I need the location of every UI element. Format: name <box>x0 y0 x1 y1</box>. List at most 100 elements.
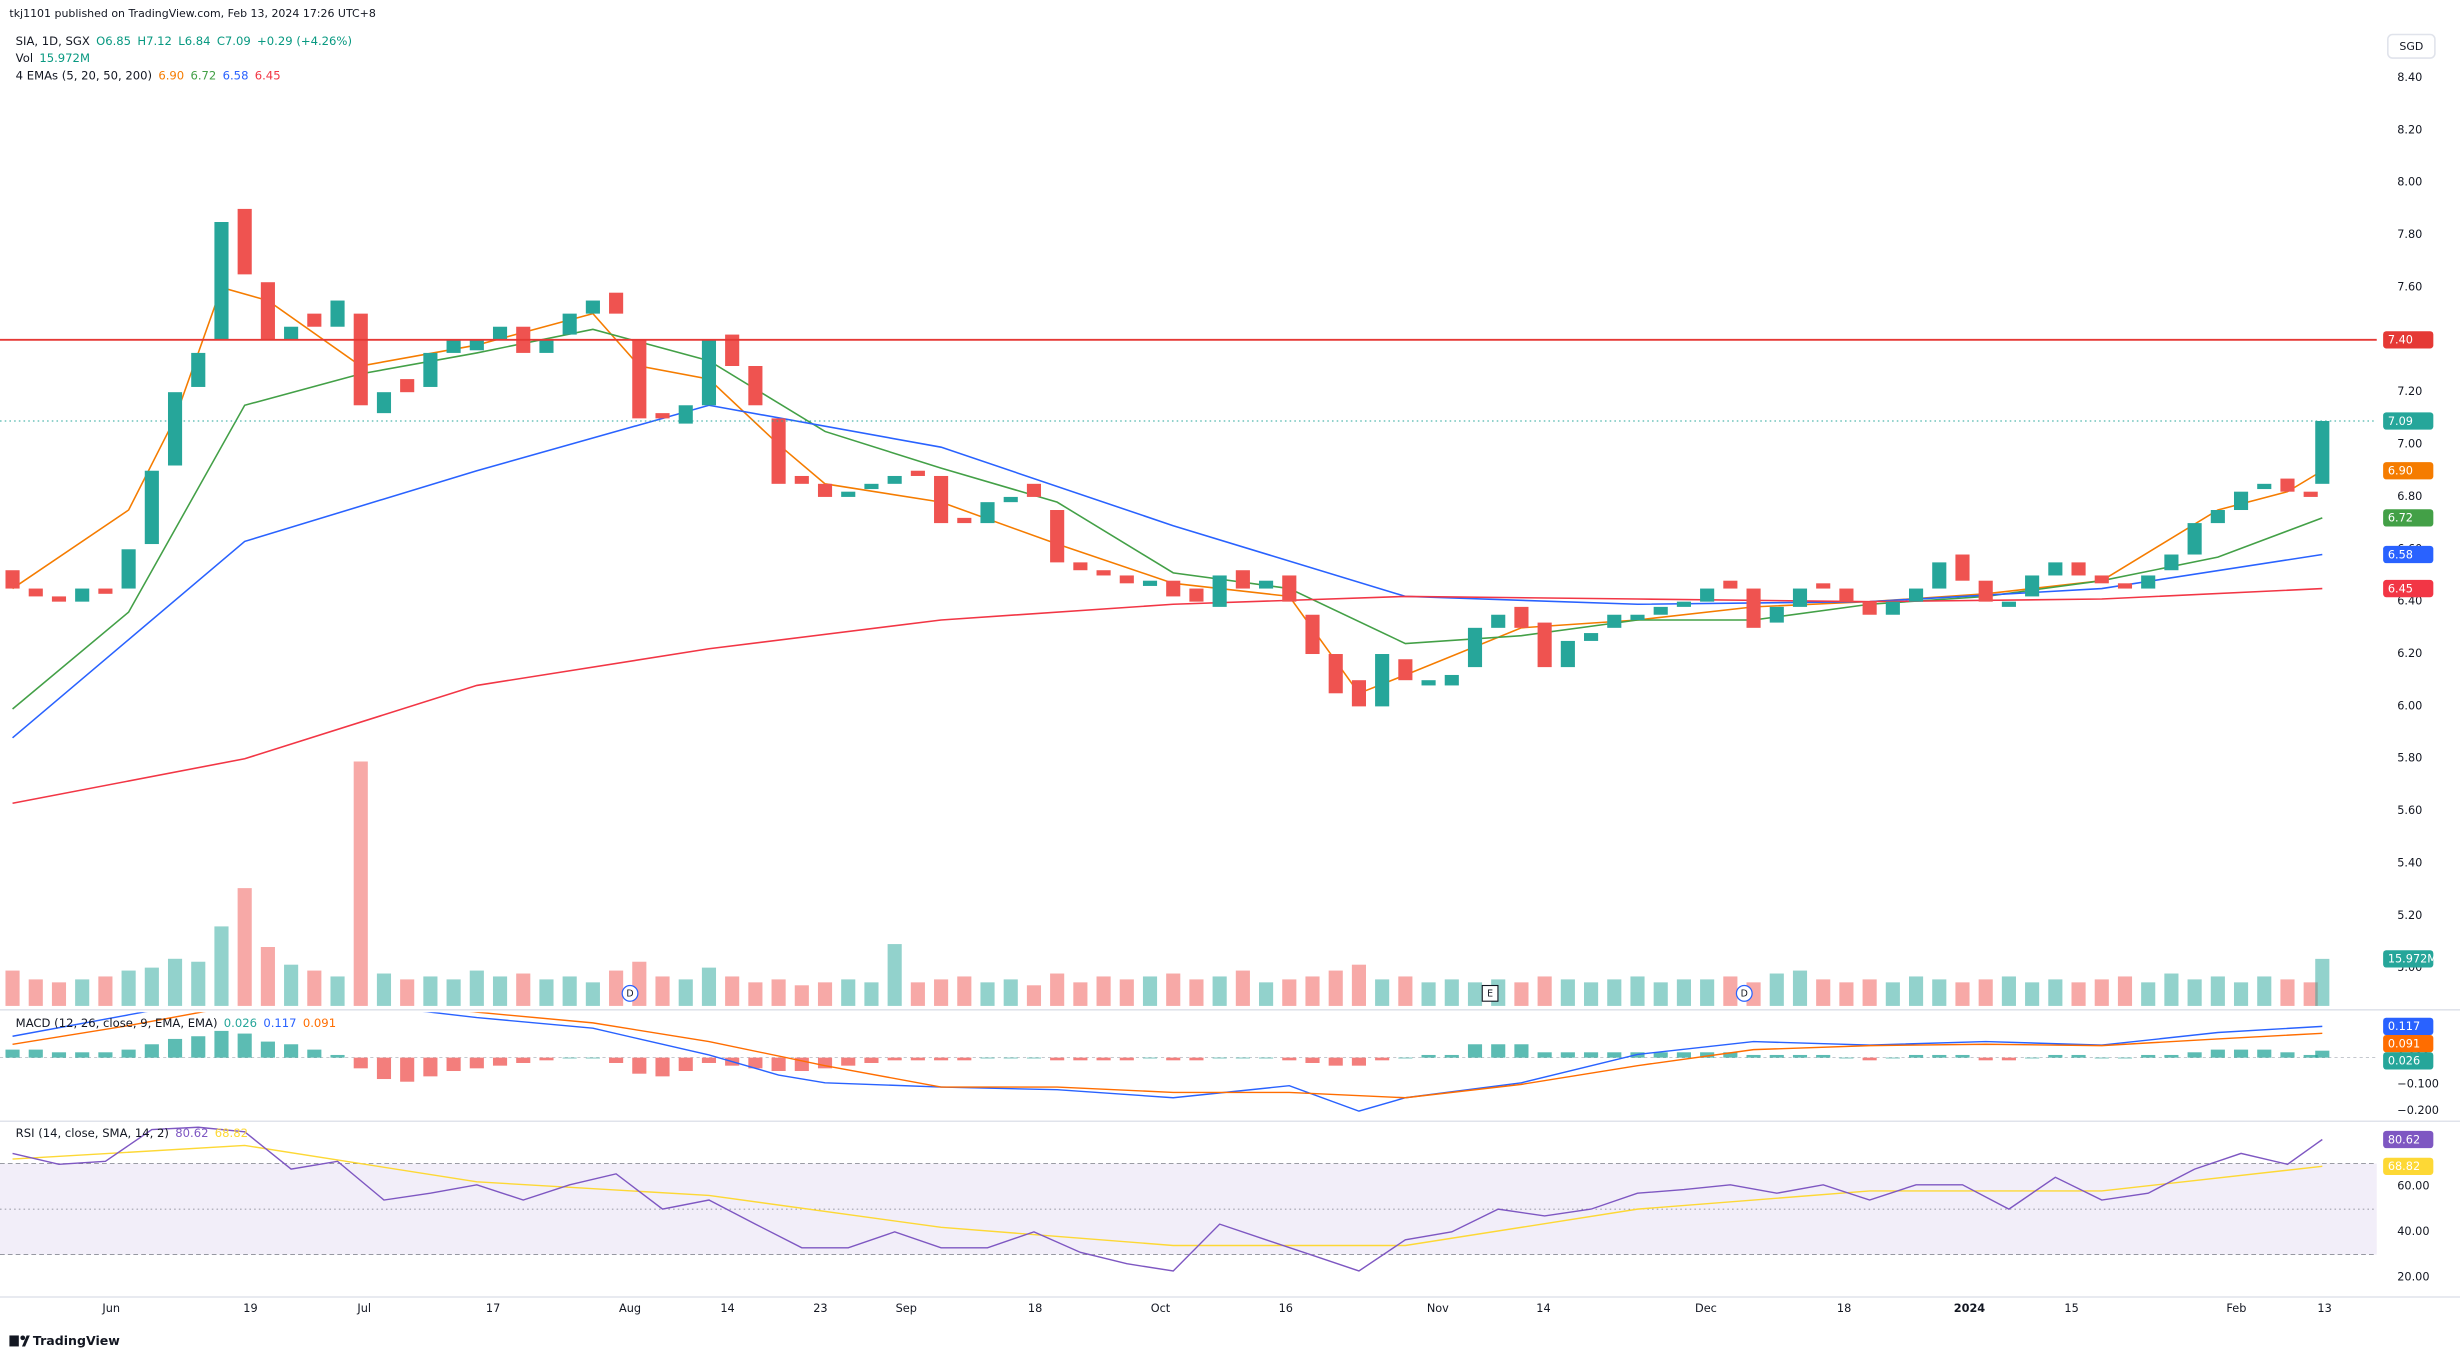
macd-histogram-bar <box>2001 1057 2016 1061</box>
volume-bar <box>2048 979 2063 1006</box>
macd-histogram-bar <box>817 1057 833 1069</box>
hline-label: 7.40 <box>2388 334 2413 347</box>
macd-histogram-bar <box>1862 1057 1877 1061</box>
event-marker <box>1735 984 1753 1002</box>
candle <box>609 292 624 314</box>
ema-label: 6.72 <box>2388 512 2413 525</box>
candle <box>1816 583 1831 589</box>
candle <box>1166 580 1181 597</box>
volume-bar <box>980 982 995 1006</box>
volume-bar <box>1189 979 1204 1006</box>
macd-histogram-bar <box>400 1057 415 1082</box>
volume-bar <box>1467 982 1483 1006</box>
macd-line <box>12 1012 2323 1112</box>
volume-bar <box>376 973 392 1006</box>
volume-bar <box>2315 958 2330 1006</box>
macd-histogram-bar <box>748 1057 763 1069</box>
volume-bar <box>655 976 670 1006</box>
macd-histogram-bar <box>1769 1054 1784 1058</box>
volume-bar <box>1584 982 1599 1006</box>
macd-histogram-bar <box>2210 1049 2225 1058</box>
macd-histogram-bar <box>980 1057 995 1059</box>
rsi-legend: RSI (14, close, SMA, 14, 2) 80.62 68.82 <box>16 1126 248 1140</box>
candle <box>492 326 508 340</box>
macd-histogram-bar <box>2303 1054 2318 1058</box>
volume-bar <box>516 973 531 1006</box>
candle <box>678 405 693 424</box>
macd-histogram-bar <box>1189 1057 1204 1061</box>
macd-histogram-bar <box>2315 1050 2330 1058</box>
macd-histogram-bar <box>1096 1057 1111 1061</box>
volume-bar <box>1560 979 1575 1006</box>
legend-value: O6.85 <box>96 33 131 47</box>
rsi-label: 80.62 <box>2388 1133 2420 1146</box>
candle <box>2280 478 2295 492</box>
candle <box>957 517 972 524</box>
macd-histogram-bar <box>585 1057 600 1059</box>
macd-histogram-bar <box>1816 1054 1831 1058</box>
x-tick-label: Feb <box>2226 1302 2246 1315</box>
y-tick-label: 8.20 <box>2397 123 2422 136</box>
macd-histogram-bar <box>1792 1054 1808 1058</box>
macd-histogram-bar <box>1444 1054 1459 1058</box>
volume-bar <box>330 976 345 1006</box>
volume-bar <box>353 761 368 1006</box>
volume-bar <box>1630 976 1645 1006</box>
candle <box>1259 580 1274 589</box>
candle <box>1282 575 1297 602</box>
candle <box>841 491 856 497</box>
rsi-sma-line <box>12 1144 2323 1247</box>
candle <box>2315 420 2330 484</box>
currency: SGD <box>2399 40 2423 53</box>
candle <box>446 339 461 353</box>
volume-bar <box>1909 976 1924 1006</box>
x-tick-label: Jul <box>356 1302 371 1315</box>
candle <box>2141 575 2156 589</box>
logo-mark <box>21 1335 30 1347</box>
candle <box>400 379 415 393</box>
volume-bar <box>957 976 972 1006</box>
candle <box>1142 580 1158 586</box>
candle <box>2210 510 2225 524</box>
ema-title: 4 EMAs (5, 20, 50, 200) <box>16 68 152 82</box>
macd-histogram-bar <box>51 1052 67 1058</box>
ema-line <box>12 328 2323 710</box>
volume-bar <box>446 979 461 1006</box>
macd-histogram-bar <box>1212 1057 1227 1059</box>
candle <box>260 282 275 340</box>
macd-histogram-bar <box>1328 1057 1343 1066</box>
macd-histogram-bar <box>1560 1052 1575 1058</box>
footer-brand: TradingView <box>33 1333 120 1348</box>
hline-label-badge <box>2383 331 2434 349</box>
ema-legend: 4 EMAs (5, 20, 50, 200) 6.90 6.72 6.58 6.45 <box>16 68 281 82</box>
y-tick-label: 7.80 <box>2397 228 2422 241</box>
candle <box>1467 627 1483 668</box>
ema-label-badge <box>2383 579 2434 598</box>
macd-histogram-bar <box>2280 1052 2295 1058</box>
macd-histogram-bar <box>1073 1057 1088 1061</box>
candle <box>2233 491 2249 511</box>
volume-bar <box>1328 970 1343 1006</box>
candle <box>376 392 392 414</box>
candle <box>284 326 299 340</box>
volume-bar <box>562 976 577 1006</box>
volume-bar <box>191 961 206 1006</box>
x-tick-label: 2024 <box>1954 1302 1986 1315</box>
volume-bar <box>934 979 949 1006</box>
y-tick-label: −0.100 <box>2397 1077 2439 1090</box>
macd-histogram-bar <box>191 1036 206 1058</box>
histogram-label: 0.026 <box>2388 1055 2420 1068</box>
volume-bar <box>1375 979 1390 1006</box>
volume-bar <box>492 976 508 1006</box>
macd-histogram-bar <box>1166 1057 1181 1061</box>
candle <box>1119 575 1134 584</box>
volume-bar <box>144 967 159 1006</box>
candle <box>2257 483 2272 490</box>
ema-label: 6.45 <box>2388 582 2413 595</box>
macd-histogram-bar <box>423 1057 438 1077</box>
signal-line <box>12 1012 2323 1099</box>
volume-bar <box>1305 976 1320 1006</box>
ema-line <box>12 404 2323 739</box>
candle <box>1537 622 1552 668</box>
